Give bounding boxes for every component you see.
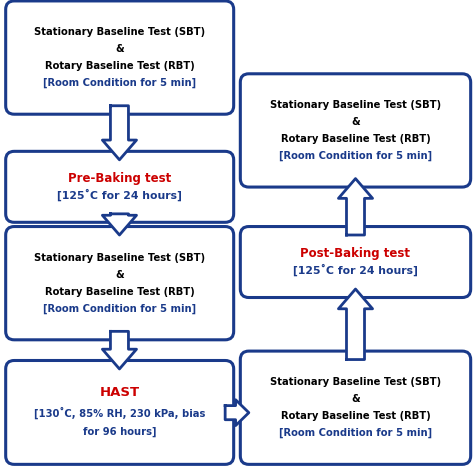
Text: for 96 hours]: for 96 hours] (83, 427, 156, 437)
Text: Rotary Baseline Test (RBT): Rotary Baseline Test (RBT) (281, 411, 430, 421)
FancyBboxPatch shape (6, 151, 234, 222)
Text: HAST: HAST (100, 386, 140, 400)
Text: &: & (115, 44, 124, 54)
FancyBboxPatch shape (240, 351, 471, 464)
Polygon shape (225, 400, 249, 426)
Text: [Room Condition for 5 min]: [Room Condition for 5 min] (43, 304, 196, 314)
FancyBboxPatch shape (240, 227, 471, 298)
Text: [Room Condition for 5 min]: [Room Condition for 5 min] (43, 78, 196, 88)
Text: Rotary Baseline Test (RBT): Rotary Baseline Test (RBT) (45, 61, 194, 71)
Text: &: & (351, 117, 360, 127)
Polygon shape (102, 214, 137, 235)
Text: Stationary Baseline Test (SBT): Stationary Baseline Test (SBT) (270, 377, 441, 387)
Text: [130˚C, 85% RH, 230 kPa, bias: [130˚C, 85% RH, 230 kPa, bias (34, 406, 205, 419)
Text: [125˚C for 24 hours]: [125˚C for 24 hours] (293, 264, 418, 276)
Polygon shape (102, 331, 137, 369)
FancyBboxPatch shape (6, 360, 234, 464)
Text: [Room Condition for 5 min]: [Room Condition for 5 min] (279, 151, 432, 161)
Polygon shape (338, 289, 373, 360)
Text: Rotary Baseline Test (RBT): Rotary Baseline Test (RBT) (45, 287, 194, 297)
Text: &: & (351, 394, 360, 404)
Text: &: & (115, 270, 124, 280)
FancyBboxPatch shape (240, 74, 471, 187)
Text: Stationary Baseline Test (SBT): Stationary Baseline Test (SBT) (34, 27, 205, 37)
FancyBboxPatch shape (6, 1, 234, 114)
Text: Post-Baking test: Post-Baking test (301, 247, 410, 260)
Text: Stationary Baseline Test (SBT): Stationary Baseline Test (SBT) (34, 252, 205, 263)
Text: Pre-Baking test: Pre-Baking test (68, 172, 171, 185)
FancyBboxPatch shape (6, 227, 234, 340)
Text: [Room Condition for 5 min]: [Room Condition for 5 min] (279, 428, 432, 439)
Text: Stationary Baseline Test (SBT): Stationary Baseline Test (SBT) (270, 100, 441, 110)
Text: [125˚C for 24 hours]: [125˚C for 24 hours] (57, 189, 182, 201)
Polygon shape (338, 179, 373, 235)
Text: Rotary Baseline Test (RBT): Rotary Baseline Test (RBT) (281, 134, 430, 144)
Polygon shape (102, 106, 137, 160)
